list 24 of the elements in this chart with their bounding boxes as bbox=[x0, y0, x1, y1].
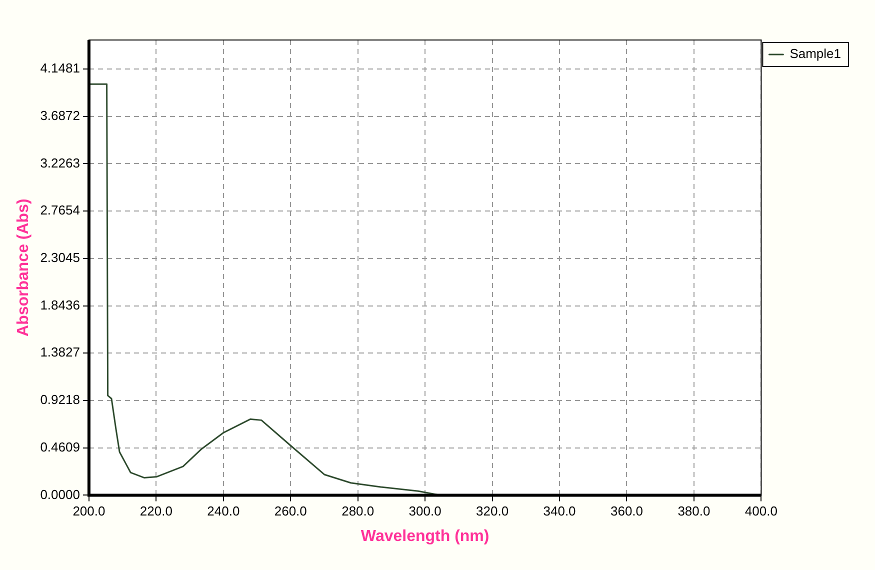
y-tick-label: 0.0000 bbox=[40, 486, 80, 502]
x-tick-label: 240.0 bbox=[207, 504, 240, 519]
y-tick-label: 0.4609 bbox=[40, 439, 80, 454]
y-tick-label: 1.3827 bbox=[40, 344, 80, 360]
y-tick-label: 2.3045 bbox=[40, 250, 80, 265]
x-tick-label: 400.0 bbox=[744, 504, 778, 519]
x-axis-title: Wavelength (nm) bbox=[360, 528, 490, 545]
x-tick-label: 200.0 bbox=[72, 504, 106, 519]
x-tick-label: 280.0 bbox=[342, 504, 374, 519]
legend-label: Sample1 bbox=[790, 46, 842, 62]
y-tick-label: 0.9218 bbox=[40, 392, 80, 408]
y-tick-label: 3.6872 bbox=[40, 108, 80, 123]
y-tick-label: 2.7654 bbox=[40, 202, 80, 218]
y-tick-label: 1.8436 bbox=[40, 297, 80, 312]
x-tick-label: 260.0 bbox=[274, 504, 307, 519]
y-tick-label: 4.1481 bbox=[40, 60, 80, 76]
x-tick-label: 360.0 bbox=[610, 504, 644, 519]
x-tick-label: 320.0 bbox=[476, 504, 509, 519]
x-tick-label: 300.0 bbox=[408, 504, 442, 519]
y-axis-title: Absorbance (Abs) bbox=[15, 198, 32, 336]
y-tick-label: 3.2263 bbox=[40, 155, 80, 170]
x-tick-label: 380.0 bbox=[678, 504, 710, 519]
x-tick-label: 340.0 bbox=[543, 504, 576, 519]
x-tick-label: 220.0 bbox=[140, 504, 172, 519]
